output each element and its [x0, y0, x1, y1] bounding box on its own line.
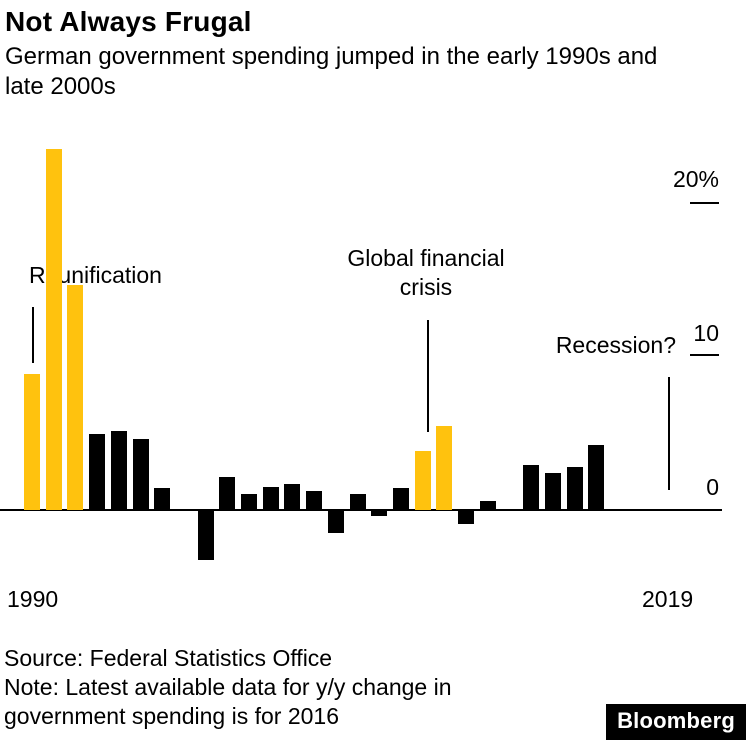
- annotation-recession: Recession?: [555, 332, 676, 358]
- bar-2015: [567, 467, 583, 510]
- bloomberg-logo: Bloomberg: [606, 704, 746, 740]
- note-text: Note: Latest available data for y/y chan…: [4, 674, 452, 729]
- bar-1991: [46, 149, 62, 510]
- bar-2007: [393, 488, 409, 510]
- bar-2010: [458, 510, 474, 524]
- x-axis-baseline: [0, 509, 722, 511]
- bar-2008: [415, 451, 431, 510]
- y-tick-label-20: 20%: [672, 166, 719, 192]
- bar-1994: [111, 431, 127, 510]
- bar-2002: [284, 484, 300, 510]
- bar-1995: [133, 439, 149, 510]
- bar-2005: [350, 494, 366, 510]
- annotation-line-global-financial-crisis: [427, 320, 429, 432]
- bar-2000: [241, 494, 257, 510]
- y-tick-label-0: 0: [706, 474, 719, 500]
- bar-1993: [89, 434, 105, 510]
- bar-2006: [371, 510, 387, 516]
- bar-1999: [219, 477, 235, 510]
- bar-2009: [436, 426, 452, 510]
- bar-1992: [67, 285, 83, 510]
- annotation-global-financial-crisis: Global financial crisis: [347, 245, 505, 301]
- y-tick-10: [690, 354, 719, 356]
- x-axis-label-end: 2019: [642, 586, 694, 612]
- chart-subtitle: German government spending jumped in the…: [5, 43, 658, 100]
- bar-2003: [306, 491, 322, 510]
- annotation-line-reunification: [32, 307, 34, 363]
- y-tick-label-10: 10: [693, 320, 719, 346]
- x-axis-label-start: 1990: [7, 586, 59, 612]
- chart-title: Not Always Frugal: [5, 6, 252, 37]
- bar-1996: [154, 488, 170, 510]
- bar-1990: [24, 374, 40, 510]
- bar-2013: [523, 465, 539, 510]
- annotation-line-recession: [668, 377, 670, 490]
- bar-2001: [263, 487, 279, 510]
- bar-2004: [328, 510, 344, 533]
- source-text: Source: Federal Statistics Office: [4, 645, 333, 671]
- bar-2016: [588, 445, 604, 510]
- bar-2014: [545, 473, 561, 510]
- bar-2011: [480, 501, 496, 510]
- y-tick-0: [690, 509, 719, 511]
- bar-1998: [198, 510, 214, 560]
- y-tick-20: [690, 202, 719, 204]
